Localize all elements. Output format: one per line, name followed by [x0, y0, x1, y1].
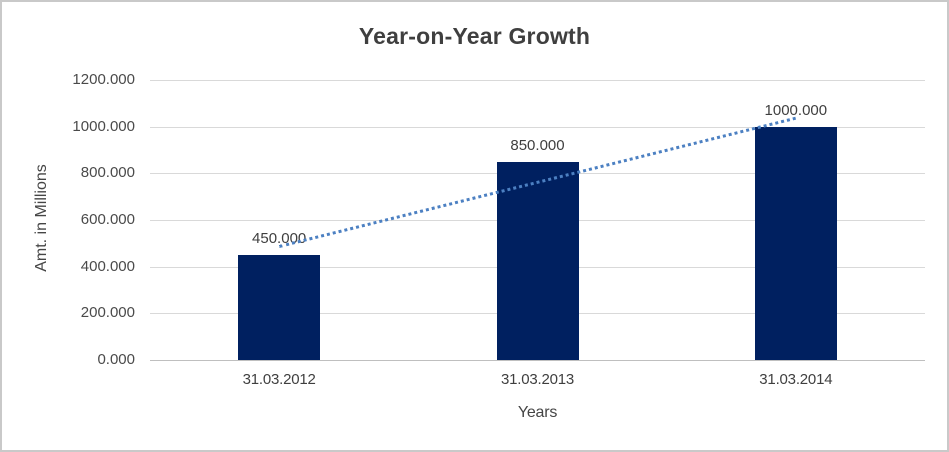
y-tick-label: 1200.000	[72, 71, 135, 88]
bar	[754, 126, 837, 360]
x-axis-title: Years	[517, 404, 558, 421]
y-tick-label: 0.000	[97, 351, 135, 368]
x-axis-line	[150, 360, 925, 361]
y-tick-label: 400.000	[80, 257, 135, 275]
gridline	[150, 80, 925, 81]
bar-value-label: 450.000	[252, 230, 307, 247]
x-tick-label: 31.03.2014	[759, 371, 833, 388]
gridline	[150, 126, 925, 128]
bar-value-label: 850.000	[510, 136, 565, 154]
y-tick-label: 800.000	[80, 164, 135, 182]
y-tick-label: 200.000	[80, 304, 135, 322]
y-tick-label: 600.000	[80, 211, 135, 228]
bar	[238, 255, 321, 360]
x-tick-label: 31.03.2013	[500, 371, 575, 388]
y-tick-label: 1000.000	[72, 117, 135, 135]
chart-title: Year-on-Year Growth	[358, 23, 591, 49]
bar	[496, 161, 579, 360]
x-tick-label: 31.03.2012	[242, 371, 316, 388]
bar-value-label: 1000.000	[764, 101, 828, 119]
